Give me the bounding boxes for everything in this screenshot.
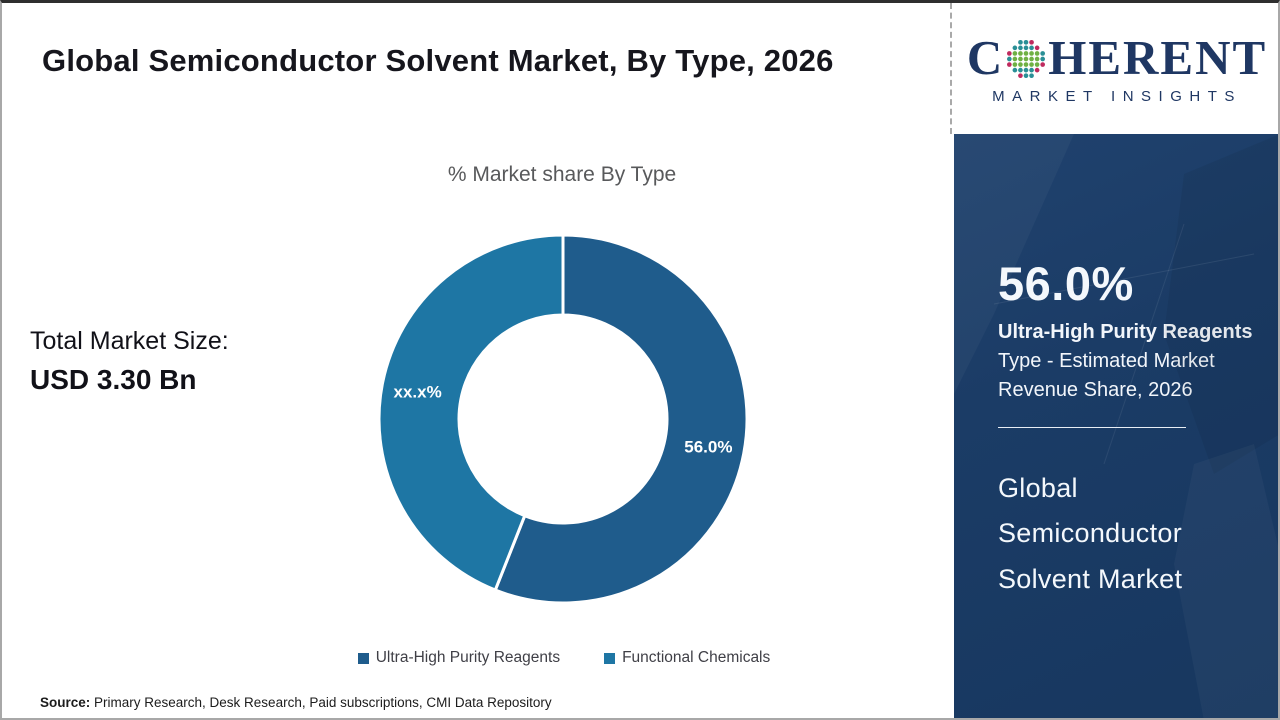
donut-slice-label-0: 56.0% (684, 438, 732, 457)
source-text: Primary Research, Desk Research, Paid su… (90, 695, 552, 710)
donut-slice-0 (493, 233, 749, 605)
sidebar-market-title: Global Semiconductor Solvent Market (998, 473, 1183, 594)
legend-label-1: Functional Chemicals (622, 649, 771, 666)
total-market-size-block: Total Market Size: USD 3.30 Bn (30, 327, 229, 396)
logo-letter-c: C (966, 29, 1005, 85)
logo-wordmark: C HERENT (967, 33, 1267, 82)
legend-marker-icon-1 (604, 652, 616, 664)
legend-marker-icon-0 (357, 652, 369, 664)
page-title: Global Semiconductor Solvent Market, By … (42, 43, 834, 78)
legend-item-1: Functional Chemicals (604, 649, 770, 667)
source-line: Source: Primary Research, Desk Research,… (40, 695, 552, 710)
total-market-size-label: Total Market Size: (30, 327, 229, 355)
right-sidebar: 56.0% Ultra-High Purity Reagents Type - … (954, 134, 1278, 718)
sidebar-stat-segment: Ultra-High Purity Reagents (998, 321, 1253, 343)
header-dashed-divider (950, 3, 952, 134)
logo-subtitle: MARKET INSIGHTS (992, 87, 1242, 105)
donut-slice-1 (377, 233, 565, 592)
logo-word-end: HERENT (1048, 29, 1268, 85)
total-market-size-value: USD 3.30 Bn (30, 364, 197, 395)
chart-legend: Ultra-High Purity Reagents Functional Che… (304, 649, 824, 667)
sidebar-divider (998, 427, 1186, 428)
source-label: Source: (40, 695, 91, 710)
donut-chart: 56.0% xx.x% (377, 233, 749, 605)
donut-slice-label-1: xx.x% (394, 382, 442, 401)
sidebar-stat-value: 56.0% (998, 257, 1134, 310)
legend-item-0: Ultra-High Purity Reagents (357, 649, 561, 667)
legend-label-0: Ultra-High Purity Reagents (375, 649, 561, 666)
sidebar-stat-description: Ultra-High Purity Reagents Type - Estima… (998, 318, 1260, 405)
coherent-globe-icon (1007, 40, 1046, 78)
chart-title: % Market share By Type (447, 163, 677, 186)
coherent-logo: C HERENT MARKET INSIGHTS (954, 3, 1278, 134)
sidebar-stat-rest: Type - Estimated Market Revenue Share, 2… (998, 350, 1215, 401)
